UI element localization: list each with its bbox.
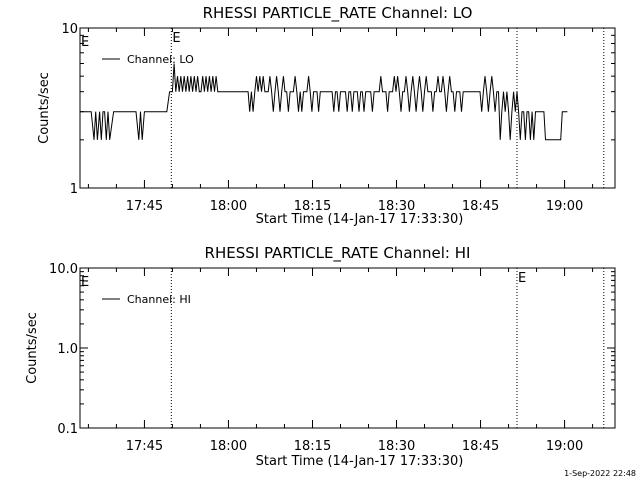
x-tick-label: 19:00 — [546, 439, 583, 454]
y-axis-label: Counts/sec — [37, 72, 52, 144]
x-axis-label: Start Time (14-Jan-17 17:33:30) — [256, 212, 464, 227]
plot-frame — [79, 267, 616, 429]
x-tick-label: 18:45 — [462, 439, 499, 454]
event-start-label: E — [81, 275, 89, 290]
chart-panel-hi: RHESSI PARTICLE_RATE Channel: HI 17:45 18:… — [25, 244, 616, 469]
footer-timestamp: 1-Sep-2022 22:48 — [564, 469, 636, 478]
x-tick-label: 18:00 — [210, 199, 247, 214]
y-tick-label: 1 — [70, 182, 78, 197]
legend-entry: Channel: LO — [127, 53, 194, 66]
chart-title: RHESSI PARTICLE_RATE Channel: LO — [203, 4, 473, 23]
x-tick-label: 18:30 — [378, 199, 415, 214]
x-tick-label: 18:45 — [462, 199, 499, 214]
x-tick-label: 17:45 — [126, 199, 163, 214]
chart-title: RHESSI PARTICLE_RATE Channel: HI — [205, 244, 471, 263]
legend-entry: Channel: HI — [127, 293, 191, 306]
event-start-label: E — [81, 35, 89, 50]
y-tick-label: 0.1 — [57, 422, 78, 437]
event-marker-label: E — [518, 271, 526, 286]
y-axis-label: Counts/sec — [25, 312, 40, 384]
x-tick-label: 17:45 — [126, 439, 163, 454]
y-tick-label: 1.0 — [57, 342, 78, 357]
chart-panel-lo: RHESSI PARTICLE_RATE Channel: LO 17:45 18:… — [37, 4, 616, 227]
x-tick-label: 18:30 — [378, 439, 415, 454]
x-tick-label: 18:15 — [294, 199, 331, 214]
x-axis-label: Start Time (14-Jan-17 17:33:30) — [256, 454, 464, 469]
plot-frame — [79, 27, 616, 189]
series-line-channel-lo — [80, 63, 568, 141]
y-tick-label: 10 — [61, 22, 78, 37]
y-tick-label: 10.0 — [49, 262, 78, 277]
event-marker-label: E — [172, 31, 180, 46]
x-tick-label: 18:00 — [210, 439, 247, 454]
x-tick-label: 19:00 — [546, 199, 583, 214]
x-tick-label: 18:15 — [294, 439, 331, 454]
